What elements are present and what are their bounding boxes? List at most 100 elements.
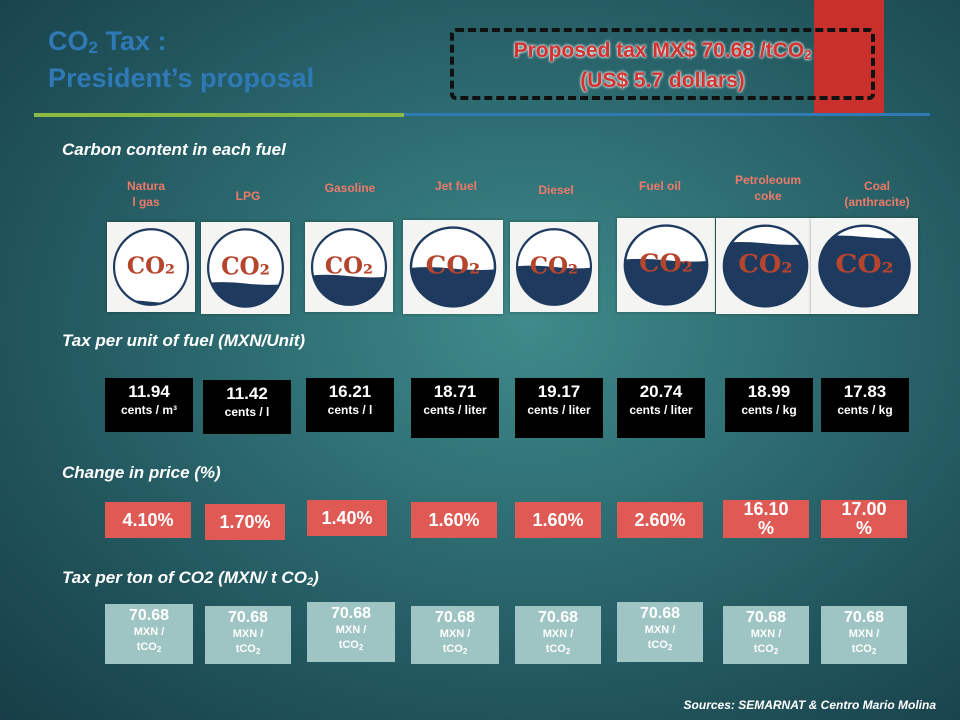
tax-per-ton-box: 70.68 MXN / tCO2 (105, 604, 193, 664)
title-tax-text: Tax : (97, 26, 167, 56)
price-change-box: 1.60% (515, 502, 601, 538)
carbon-fill-level (114, 300, 188, 305)
ton-unit-co2-text: tCO (647, 639, 668, 651)
ton-value: 70.68 (843, 609, 885, 626)
co2-circle-graphic: CO₂ (207, 228, 284, 308)
ton-value: 70.68 (128, 607, 170, 624)
ton-unit-co2: tCO2 (307, 638, 395, 655)
ton-unit: MXN / (644, 624, 676, 636)
co2-label: CO₂ (426, 250, 481, 279)
section-change-in-price: Change in price (%) (62, 463, 221, 482)
co2-carbon-icon: CO₂ (617, 218, 715, 312)
section-carbon-content: Carbon content in each fuel (62, 140, 286, 159)
co2-label: CO₂ (530, 252, 578, 279)
tax-per-ton-box: 70.68 MXN / tCO2 (723, 606, 809, 664)
ton-unit-co2: tCO2 (411, 642, 499, 659)
tax-unit: cents / m³ (120, 403, 177, 417)
tax-per-ton-box: 70.68 MXN / tCO2 (307, 602, 395, 662)
tax-per-unit-box: 20.74 cents / liter (617, 378, 705, 438)
ton-unit-subscript: 2 (358, 643, 364, 652)
tax-unit: cents / kg (741, 403, 797, 417)
co2-label: CO₂ (127, 252, 175, 279)
price-change-box: 4.10% (105, 502, 191, 538)
slide-title: CO2 Tax : President’s proposal (48, 26, 314, 94)
title-line2: President’s proposal (48, 63, 315, 93)
co2-label: CO₂ (835, 250, 894, 279)
ton-value: 70.68 (639, 605, 681, 622)
price-change-box: 17.00 % (821, 500, 907, 538)
carbon-fill-level (819, 235, 910, 307)
co2-label: CO₂ (221, 252, 270, 280)
ton-unit: MXN / (542, 628, 574, 640)
co2-circle-graphic: CO₂ (818, 224, 911, 308)
fuel-name-label: Jet fuel (434, 179, 477, 193)
ton-unit-subscript: 2 (255, 647, 261, 656)
tax-value: 11.42 (226, 384, 268, 403)
proposal-line1: Proposed tax MX$ 70.68 /tCO (513, 39, 805, 62)
tax-per-unit-box: 18.99 cents / kg (725, 378, 813, 432)
ton-unit-co2-text: tCO (753, 643, 774, 655)
tax-value: 18.99 (747, 382, 791, 401)
co2-circle-graphic: CO₂ (310, 228, 388, 306)
ton-unit: MXN / (232, 628, 264, 640)
proposal-subscript: 2 (804, 47, 812, 62)
tax-value: 20.74 (639, 382, 683, 401)
divider-blue (404, 113, 930, 116)
ton-unit: MXN / (335, 624, 367, 636)
tax-unit: cents / kg (837, 403, 893, 417)
ton-unit-subscript: 2 (565, 647, 571, 656)
co2-circle-graphic: CO₂ (722, 224, 809, 308)
ton-unit: MXN / (848, 628, 880, 640)
tax-per-ton-box: 70.68 MXN / tCO2 (205, 606, 291, 664)
co2-label: CO₂ (738, 249, 792, 279)
tax-per-unit-box: 16.21 cents / l (306, 378, 394, 432)
ton-unit: MXN / (750, 628, 782, 640)
tax-per-ton-box: 70.68 MXN / tCO2 (411, 606, 499, 664)
title-co2-subscript: 2 (88, 38, 98, 57)
ton-value: 70.68 (537, 609, 579, 626)
co2-carbon-icon: CO₂ (107, 222, 195, 312)
divider-green (34, 113, 404, 117)
price-change-box: 1.60% (411, 502, 497, 538)
carbon-fill-level (312, 274, 386, 305)
co2-carbon-icon: CO₂ (403, 220, 503, 314)
co2-carbon-icon: CO₂ (811, 218, 918, 314)
tax-per-unit-box: 11.42 cents / l (203, 380, 291, 434)
fuel-name-label: LPG (235, 189, 261, 203)
tax-per-unit-box: 19.17 cents / liter (515, 378, 603, 438)
fuel-name-label: Natura l gas (126, 179, 165, 209)
carbon-fill-level (723, 241, 808, 307)
ton-unit-co2: tCO2 (617, 638, 703, 655)
fuel-name-label: Petroleoum coke (734, 173, 801, 203)
co2-carbon-icon: CO₂ (510, 222, 598, 312)
fuel-name-label: Fuel oil (639, 179, 681, 193)
ton-unit-co2: tCO2 (515, 642, 601, 659)
co2-circle-graphic: CO₂ (623, 224, 709, 306)
tax-value: 11.94 (128, 382, 170, 401)
ton-unit-co2: tCO2 (105, 640, 193, 657)
tax-per-ton-box: 70.68 MXN / tCO2 (515, 606, 601, 664)
carbon-fill-level (208, 282, 283, 307)
ton-unit-co2: tCO2 (723, 642, 809, 659)
co2-label: CO₂ (639, 249, 693, 277)
tax-per-unit-box: 17.83 cents / kg (821, 378, 909, 432)
ton-value: 70.68 (745, 609, 787, 626)
tax-unit: cents / l (327, 403, 373, 417)
ton-unit-co2-text: tCO (136, 641, 157, 653)
co2-circle-graphic: CO₂ (409, 226, 497, 308)
fuel-name-label: Coal (anthracite) (844, 179, 910, 209)
ton-unit-co2-text: tCO (545, 643, 566, 655)
tax-unit: cents / liter (629, 403, 693, 417)
ton-unit: MXN / (439, 628, 471, 640)
tax-value: 16.21 (328, 382, 372, 401)
ton-unit: MXN / (133, 626, 165, 638)
tax-per-ton-subscript: 2 (306, 576, 314, 588)
ton-unit-co2: tCO2 (821, 642, 907, 659)
ton-unit-co2-text: tCO (235, 643, 256, 655)
tax-unit: cents / l (224, 405, 270, 419)
ton-unit-subscript: 2 (462, 647, 468, 656)
tax-per-ton-box: 70.68 MXN / tCO2 (617, 602, 703, 662)
section-tax-per-unit: Tax per unit of fuel (MXN/Unit) (62, 331, 306, 350)
tax-value: 17.83 (843, 382, 887, 401)
tax-unit: cents / liter (423, 403, 487, 417)
